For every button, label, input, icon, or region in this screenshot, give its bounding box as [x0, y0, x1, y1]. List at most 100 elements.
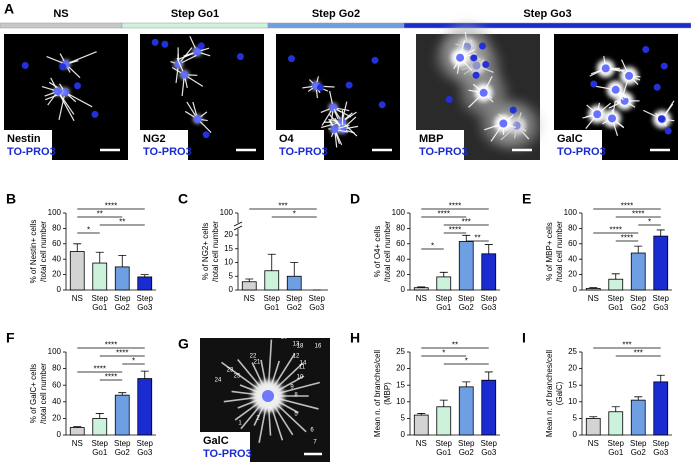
significance-label: ***	[634, 349, 643, 358]
counterstain-label: TO-PRO3	[203, 448, 252, 460]
bar	[138, 277, 152, 290]
nucleus	[612, 86, 620, 94]
nucleus	[198, 42, 205, 49]
branch-number: 12	[293, 354, 300, 360]
x-tick-label: NS	[588, 439, 599, 448]
bar	[482, 380, 496, 435]
counterstain-label: TO-PRO3	[279, 146, 328, 158]
nucleus	[665, 128, 672, 135]
nucleus	[482, 61, 489, 68]
stage-bar	[268, 23, 404, 28]
y-tick-label: 10	[396, 397, 405, 406]
error-bar	[485, 245, 493, 254]
nucleus	[203, 131, 210, 138]
y-tick-label: 0	[57, 430, 62, 439]
stain-label: NG2	[143, 133, 166, 145]
y-tick-label: 60	[568, 239, 577, 248]
branch-number: 15	[308, 334, 315, 340]
stage-bar	[404, 23, 691, 28]
y-axis-label: % of GalC+ cells	[29, 364, 38, 423]
y-tick-label: 40	[52, 397, 61, 406]
y-tick-label: 20	[52, 270, 61, 279]
nucleus	[654, 84, 661, 91]
y-tick-label: 0	[229, 285, 234, 294]
significance-label: **	[97, 210, 103, 219]
nucleus	[510, 107, 517, 114]
bar	[414, 415, 428, 435]
bar	[242, 282, 256, 290]
y-tick-label: 0	[57, 285, 62, 294]
significance-label: *	[465, 357, 468, 366]
nucleus	[317, 84, 324, 91]
nucleus	[194, 115, 202, 123]
error-bar	[634, 246, 642, 253]
nucleus	[22, 62, 29, 69]
x-tick-label: NS	[588, 294, 599, 303]
nucleus	[54, 87, 62, 95]
nucleus	[91, 111, 98, 118]
nucleus	[161, 41, 168, 48]
counterstain-label: TO-PRO3	[557, 146, 606, 158]
nucleus	[479, 42, 486, 49]
nucleus	[329, 104, 337, 112]
y-axis-label: /total cell number	[555, 221, 564, 282]
y-tick-label: 10	[224, 258, 233, 267]
bar	[93, 263, 107, 290]
y-tick-label: 40	[568, 254, 577, 263]
y-tick-label: 0	[573, 285, 578, 294]
branch-number: 19	[281, 335, 288, 341]
nucleus	[480, 89, 488, 97]
bar	[631, 400, 645, 435]
bar	[609, 279, 623, 290]
bar	[654, 382, 668, 435]
y-axis-label: /total cell number	[39, 221, 48, 282]
branch-number: 16	[315, 344, 322, 350]
branch-number: 20	[263, 326, 270, 332]
y-axis-label: (MBP)	[383, 382, 392, 405]
branch-number: 25	[234, 374, 241, 380]
error-bar	[462, 382, 470, 387]
bar	[437, 407, 451, 435]
nucleus	[61, 88, 69, 96]
significance-label: ****	[632, 210, 644, 219]
y-tick-label: 20	[396, 270, 405, 279]
y-tick-label: 100	[48, 347, 62, 356]
y-tick-label: 100	[48, 208, 62, 217]
y-tick-label: 15	[396, 380, 405, 389]
bar	[459, 241, 473, 290]
y-tick-label: 100	[564, 208, 578, 217]
nucleus	[661, 63, 668, 70]
panel-letter: I	[522, 330, 526, 346]
nucleus	[473, 72, 480, 79]
nucleus	[456, 54, 464, 62]
significance-label: **	[119, 218, 125, 227]
y-tick-label: 60	[396, 239, 405, 248]
y-tick-label: 0	[573, 430, 578, 439]
y-tick-label: 40	[396, 254, 405, 263]
y-tick-label: 0	[401, 285, 406, 294]
error-bar	[612, 407, 620, 412]
bar	[287, 276, 301, 290]
y-tick-label: 80	[52, 364, 61, 373]
nucleus	[446, 96, 453, 103]
error-bar	[245, 279, 253, 282]
significance-label: *	[648, 218, 651, 227]
error-bar	[657, 230, 665, 236]
nucleus	[602, 64, 610, 72]
panel-letter: E	[522, 191, 531, 207]
nucleus	[180, 71, 188, 79]
stage-label: Step Go2	[312, 8, 360, 20]
bar	[115, 395, 129, 435]
bar	[70, 252, 84, 291]
nucleus	[593, 110, 601, 118]
